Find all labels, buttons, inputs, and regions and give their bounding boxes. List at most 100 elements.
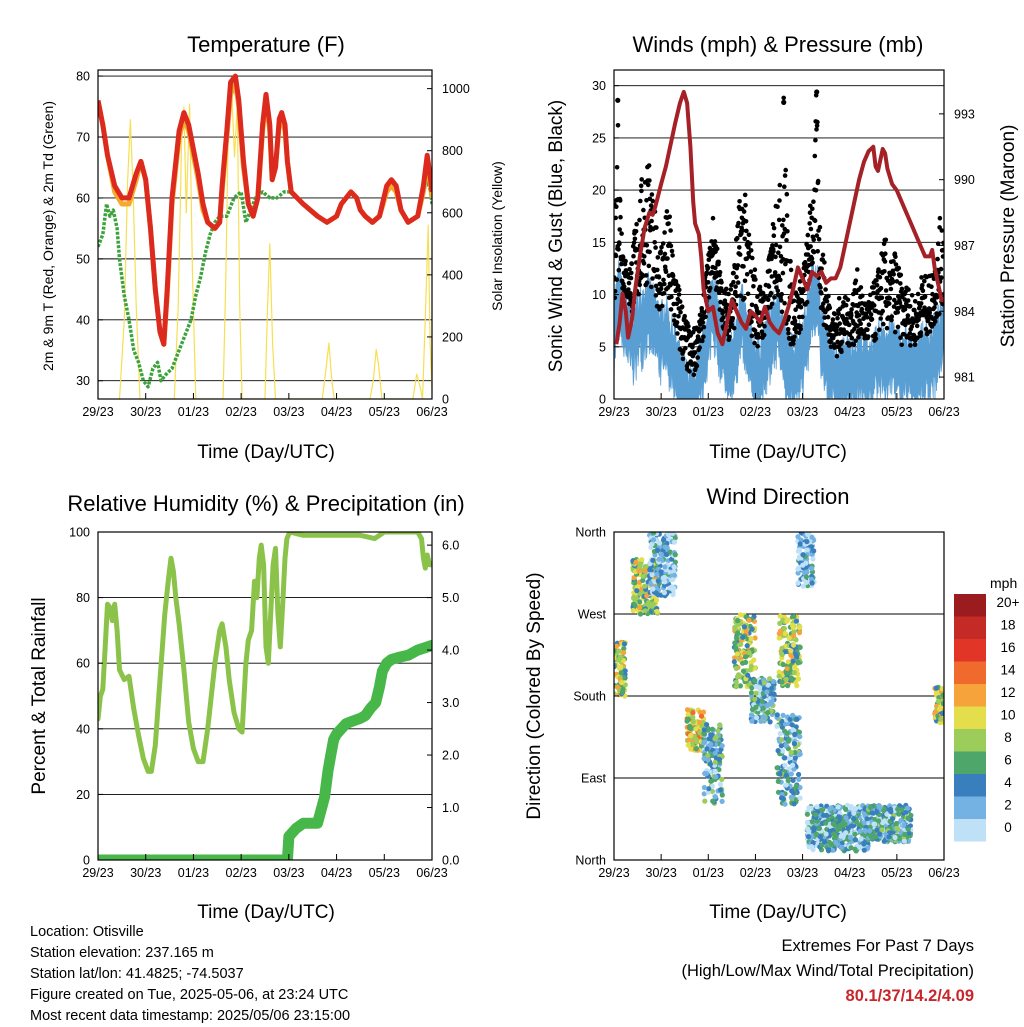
gust-point	[719, 280, 724, 285]
gust-point	[676, 292, 682, 297]
gust-point	[768, 290, 774, 296]
direction-plot: 20+ 18 16 14 12 10 8 6 4 2 0 29/23 30/23 01/23 02/23 03…	[573, 526, 1019, 881]
y2-tick-label: 0.0	[442, 854, 459, 868]
direction-point	[858, 836, 864, 842]
direction-point	[811, 825, 817, 832]
gust-point	[886, 301, 892, 306]
y2-tick-label: 993	[954, 107, 975, 121]
x-tick-label: 04/23	[321, 866, 352, 880]
gust-point	[746, 244, 751, 250]
temperature-ylabel-left: 2m & 9m T (Red, Orange) & 2m Td (Green)	[40, 101, 56, 371]
gust-point	[766, 284, 772, 289]
direction-point	[637, 604, 643, 611]
x-tick-label: 30/23	[646, 866, 677, 880]
direction-point	[614, 691, 617, 697]
direction-point	[732, 655, 738, 661]
gust-point	[666, 221, 671, 226]
gust-point	[881, 321, 886, 327]
direction-point	[874, 827, 880, 833]
direction-point	[717, 787, 724, 793]
direction-point	[808, 544, 814, 550]
gust-point	[675, 283, 681, 289]
gust-point	[621, 284, 627, 289]
gust-point	[629, 261, 635, 267]
gust-point	[823, 287, 828, 292]
gust-point	[881, 241, 887, 247]
gust-point	[811, 237, 816, 243]
direction-point	[754, 715, 760, 721]
gust-point	[731, 270, 736, 276]
gust-point	[865, 327, 870, 333]
direction-point	[651, 532, 657, 536]
gust-point	[729, 322, 734, 327]
direction-point	[719, 798, 725, 805]
gust-point	[938, 266, 944, 272]
gust-point	[654, 225, 659, 230]
gust-point	[869, 317, 875, 322]
direction-point	[788, 652, 794, 658]
gust-point	[907, 304, 913, 309]
direction-point	[808, 844, 815, 850]
gust-point	[802, 260, 808, 265]
direction-point	[784, 618, 790, 624]
direction-point	[784, 666, 790, 672]
gust-point	[647, 178, 652, 183]
gust-point	[656, 275, 662, 280]
gust-point	[737, 199, 742, 204]
humidity-ylabel-left: Percent & Total Rainfall	[29, 597, 50, 794]
direction-point	[767, 676, 773, 682]
gust-point	[779, 309, 785, 315]
station-elevation: Station elevation: 237.165 m	[30, 945, 214, 961]
gust-point	[641, 207, 646, 213]
direction-point	[809, 534, 815, 540]
direction-point	[852, 846, 858, 852]
gust-point	[912, 299, 918, 304]
gust-point	[653, 293, 659, 298]
direction-point	[705, 757, 711, 763]
direction-point	[733, 635, 740, 641]
y-tick-label: 30	[76, 374, 90, 388]
gust-point	[812, 218, 818, 224]
gust-point	[805, 252, 811, 257]
gust-point	[891, 272, 896, 277]
direction-point	[905, 805, 911, 811]
gust-point	[933, 319, 938, 324]
gust-point	[646, 263, 652, 269]
gust-point	[832, 311, 838, 317]
direction-point	[701, 755, 707, 762]
direction-point	[788, 648, 794, 654]
direction-point	[890, 816, 896, 822]
y-tick-label: 10	[592, 288, 606, 302]
gust-point	[649, 192, 655, 197]
direction-point	[795, 534, 801, 540]
winds-ylabel-left: Sonic Wind & Gust (Blue, Black)	[546, 100, 567, 372]
gust-point	[911, 333, 917, 339]
gust-point	[879, 295, 885, 301]
gust-point	[674, 301, 680, 307]
direction-point	[797, 751, 803, 757]
direction-point	[782, 801, 788, 807]
direction-point	[805, 834, 812, 840]
gust-point	[847, 332, 853, 338]
gust-point	[637, 282, 642, 288]
y-tick-label: 20	[76, 788, 90, 802]
gust-point	[761, 332, 767, 338]
direction-point	[792, 749, 798, 756]
y-tick-label: 60	[76, 657, 90, 671]
y2-tick-label: 3.0	[442, 696, 459, 710]
direction-point	[791, 642, 797, 648]
gust-point	[724, 286, 729, 292]
gust-point	[614, 295, 618, 301]
direction-point	[838, 844, 845, 850]
gust-point	[762, 323, 767, 329]
direction-point	[775, 778, 781, 785]
gust-point	[704, 270, 710, 276]
gust-point	[615, 123, 621, 128]
winds-plot: 29/23 30/23 01/23 02/23 03/23 04/23 05/23 06/23…	[592, 69, 975, 419]
direction-point	[792, 651, 799, 658]
gust-point	[664, 209, 670, 214]
gust-point	[930, 291, 935, 297]
direction-point	[614, 684, 621, 690]
temperature-ylabel-right: Solar Insolation (Yellow)	[489, 161, 505, 311]
gust-point	[700, 338, 705, 344]
